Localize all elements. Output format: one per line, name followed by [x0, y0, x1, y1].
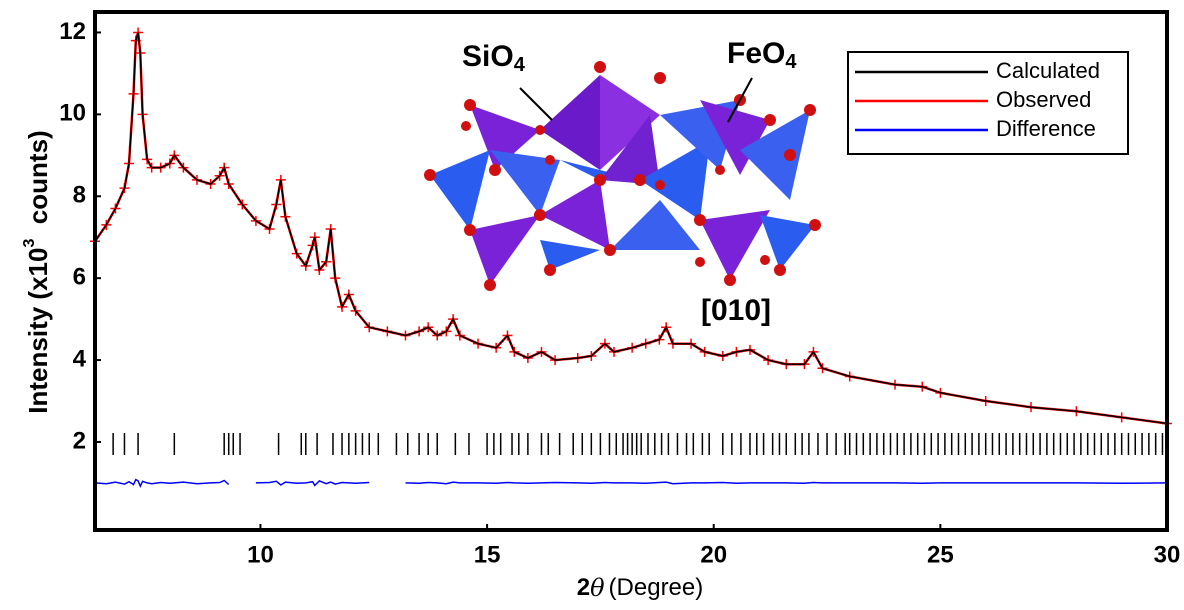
y-tick-label: 8: [73, 182, 86, 209]
y-axis-label: Intensity (x103 counts): [21, 130, 53, 413]
x-axis-label: 2θ(Degree): [577, 574, 704, 602]
annotation: FeO4: [727, 37, 797, 73]
y-tick-label: 12: [59, 18, 86, 45]
x-label-text: (Degree): [609, 574, 704, 601]
annotation-sub: 4: [785, 51, 797, 73]
legend-label: Difference: [996, 116, 1096, 141]
y-tick-label: 6: [73, 264, 86, 291]
y-tick-label: 2: [73, 427, 86, 454]
annotation: [010]: [701, 294, 771, 327]
x-tick-label: 20: [700, 541, 727, 568]
annotation-text: [010]: [701, 294, 771, 327]
y-tick-label: 10: [59, 100, 86, 127]
annotation: SiO4: [462, 40, 526, 76]
y-label-tail: counts): [23, 130, 53, 238]
x-label-symbol: θ: [590, 574, 605, 602]
y-tick-label: 4: [73, 345, 87, 372]
annotation-sub: 4: [514, 54, 526, 76]
x-label-prefix: 2: [577, 574, 590, 601]
crystal-inset: [424, 61, 821, 291]
x-tick-label: 30: [1154, 541, 1181, 568]
annotation-text: SiO: [462, 40, 514, 73]
y-label-sup: 3: [21, 239, 38, 248]
series-line: [256, 481, 369, 486]
x-tick-label: 15: [474, 541, 501, 568]
annotation-text: FeO: [727, 37, 785, 70]
legend-label: Calculated: [996, 58, 1100, 83]
series-line: [406, 482, 1168, 484]
chart: 2 4 6 8 10 12 10 15 20 25 30 Intensity (x103 counts…: [0, 0, 1184, 605]
x-tick-label: 25: [927, 541, 954, 568]
x-tick-label: 10: [247, 541, 274, 568]
y-label-text: Intensity (x10: [23, 248, 53, 414]
legend-label: Observed: [996, 87, 1091, 112]
series-line: [95, 480, 229, 487]
